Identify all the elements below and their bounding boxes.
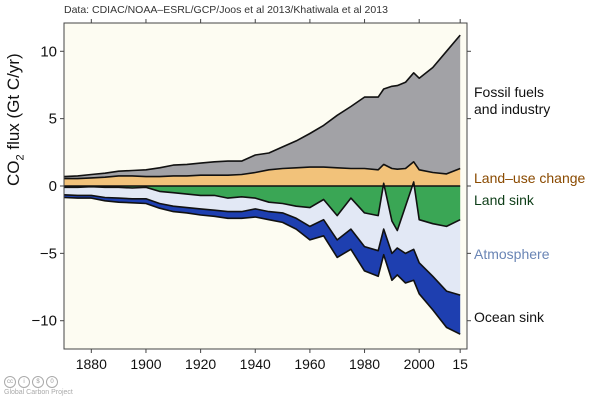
credit-text: Global Carbon Project bbox=[4, 389, 73, 396]
x-axis: 1880 1900 1920 1940 1960 1980 2000 15 bbox=[76, 19, 468, 372]
y-label-co: CO bbox=[4, 160, 23, 187]
x-tick-label: 1980 bbox=[349, 356, 380, 372]
boundary-lines bbox=[63, 34, 461, 335]
y-label-subscript: 2 bbox=[14, 154, 27, 161]
zero-icon: 0 bbox=[46, 376, 58, 388]
y-tick-label: 0 bbox=[49, 178, 57, 195]
area-land-sink bbox=[64, 182, 461, 231]
legend-fossil: Fossil fuels and industry bbox=[474, 84, 550, 118]
line-landsink-bottom bbox=[64, 181, 461, 232]
x-tick-label: 1960 bbox=[294, 356, 325, 372]
legend-atmosphere: Atmosphere bbox=[474, 246, 550, 262]
line-landuse-top bbox=[64, 161, 461, 180]
y-axis: 10 5 0 −5 −10 bbox=[32, 43, 64, 330]
nc-icon: $ bbox=[32, 376, 44, 388]
line-atmosphere-bottom bbox=[63, 194, 461, 296]
y-axis-label: CO2 flux (Gt C/yr) bbox=[4, 53, 26, 186]
legend-fossil-line1: Fossil fuels bbox=[474, 84, 545, 100]
y-tick-label: −5 bbox=[40, 245, 57, 262]
x-tick-label: 2000 bbox=[404, 356, 435, 372]
legend-ocean: Ocean sink bbox=[474, 309, 545, 325]
line-fossil-top bbox=[63, 34, 461, 178]
data-source-note: Data: CDIAC/NOAA–ESRL/GCP/Joos et al 201… bbox=[64, 4, 388, 16]
legend-landsink: Land sink bbox=[474, 192, 534, 208]
x-tick-label: 1880 bbox=[76, 356, 107, 372]
cc-icon: cc bbox=[4, 376, 16, 388]
license-credit: cc i $ 0 Global Carbon Project bbox=[4, 376, 73, 396]
x-tick-label: 15 bbox=[452, 356, 468, 372]
y-label-rest: flux (Gt C/yr) bbox=[4, 53, 23, 155]
legend-landuse: Land–use change bbox=[474, 170, 586, 186]
line-ocean-bottom bbox=[63, 196, 461, 335]
by-icon: i bbox=[18, 376, 30, 388]
y-tick-label: −10 bbox=[32, 313, 57, 330]
legend-fossil-line2: and industry bbox=[474, 101, 551, 117]
area-land-use-change bbox=[64, 161, 461, 186]
area-fossil-fuels bbox=[64, 35, 461, 179]
x-tick-label: 1940 bbox=[240, 356, 271, 372]
right-axis-ticks bbox=[467, 50, 471, 322]
y-tick-label: 5 bbox=[49, 111, 57, 128]
y-tick-label: 10 bbox=[40, 43, 57, 60]
x-tick-label: 1900 bbox=[130, 356, 161, 372]
x-tick-label: 1920 bbox=[185, 356, 216, 372]
